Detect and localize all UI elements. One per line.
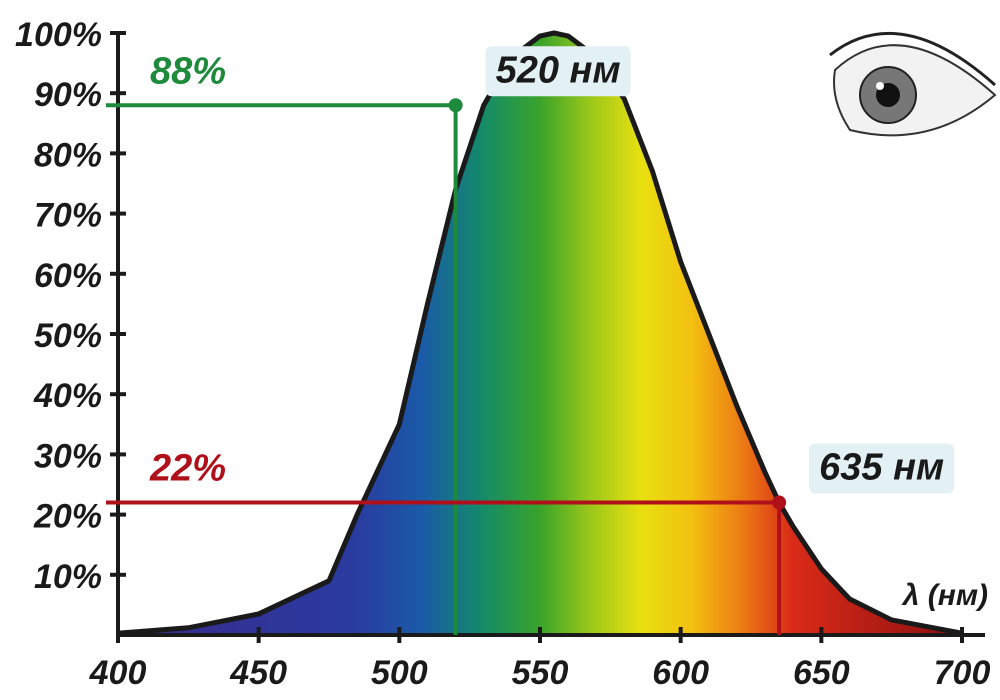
plot-area: 10% 20% 30% 40% 50% 60% 70% 80% 90% 100% 400 450 500… — [15, 16, 990, 692]
y-tick-label: 60% — [34, 257, 102, 295]
y-tick-label: 20% — [33, 498, 102, 536]
y-tick-label: 100% — [15, 16, 102, 54]
y-tick-label: 90% — [34, 76, 102, 114]
y-tick-label: 70% — [34, 197, 102, 235]
x-tick-label: 550 — [512, 654, 569, 692]
eye-illustration — [829, 31, 997, 137]
marker-y-label: 22% — [149, 448, 226, 490]
y-tick-label: 80% — [34, 136, 102, 174]
x-tick-label: 700 — [934, 654, 991, 692]
x-tick-label: 450 — [229, 654, 287, 692]
marker-point — [772, 495, 787, 510]
x-tick-label: 600 — [652, 654, 709, 692]
y-tick-label: 40% — [33, 377, 102, 415]
x-tick-label: 500 — [371, 654, 428, 692]
y-tick-label: 50% — [34, 317, 102, 355]
marker-x-label: 635 нм — [819, 447, 944, 489]
x-tick-label: 400 — [89, 654, 147, 692]
x-tick-label: 650 — [793, 654, 850, 692]
marker-x-label: 520 нм — [496, 49, 621, 91]
marker-point — [448, 98, 463, 113]
x-axis-label: λ (нм) — [901, 579, 988, 612]
marker-x-label-box — [485, 46, 631, 97]
area-fill — [118, 33, 962, 635]
marker-x-label-box — [809, 443, 955, 494]
y-tick-label: 30% — [34, 437, 102, 475]
y-tick-label: 10% — [34, 558, 102, 596]
marker-y-label: 88% — [150, 50, 226, 92]
